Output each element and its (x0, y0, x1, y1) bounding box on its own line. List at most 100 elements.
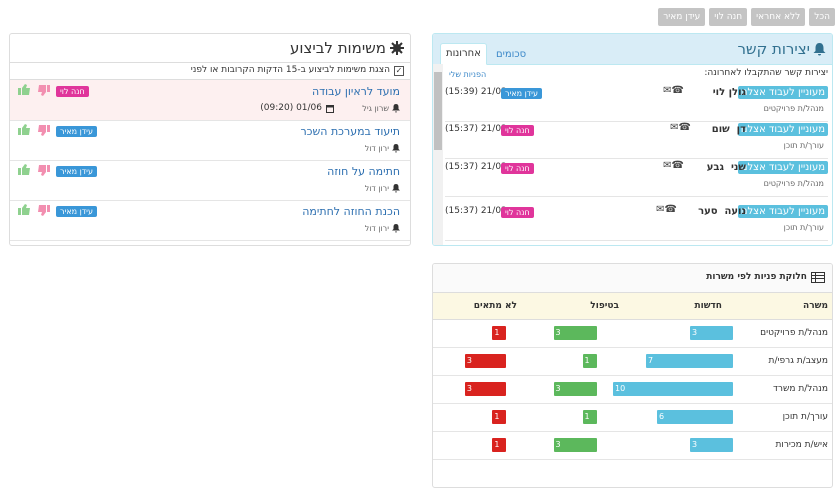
count-bar: 1 (582, 354, 597, 368)
contact-row: מעוניין לעבוד אצלנו דן שום ☎✉ עורך/ת תוכן 21… (445, 120, 828, 159)
scrollbar[interactable] (433, 64, 443, 245)
scroll-thumb[interactable] (434, 72, 442, 150)
task-person: ירון דול (364, 184, 389, 193)
task-row: מועד לראיון עבודה חנה לוי שרון גיל 01/06 (0… (10, 80, 410, 121)
thumb-icons[interactable] (17, 123, 51, 137)
row-line (433, 375, 832, 376)
task-title[interactable]: מועד לראיון עבודה (311, 85, 400, 98)
task-title[interactable]: הכנת החוזה לחתימה (302, 205, 400, 218)
thumbs (17, 163, 51, 180)
bell-icon (392, 224, 400, 233)
count-bar: 3 (553, 326, 597, 340)
bell-icon (813, 43, 826, 56)
count-bar: 7 (646, 354, 733, 368)
contact-icons: ☎✉ (663, 85, 684, 96)
owner-badge: חנה לוי (501, 163, 534, 174)
task-time: 01/06 (09:20) (260, 103, 322, 113)
job-name: מנהל/ת פרויקטים (760, 328, 828, 338)
contact-tag: מעוניין לעבוד אצלנו (737, 123, 828, 136)
owner-badge: חנה לוי (501, 125, 534, 136)
thumbs (17, 203, 51, 220)
column-header: משרה (803, 301, 828, 311)
contact-icons: ☎✉ (656, 204, 677, 215)
row-line (433, 347, 832, 348)
filter-button[interactable]: הכל (809, 8, 835, 26)
contact-tag: מעוניין לעבוד אצלנו (737, 86, 828, 99)
row-line (433, 459, 832, 460)
count-bar: 10 (613, 382, 733, 396)
contact-role: מנהל/ת פרויקטים (763, 179, 824, 188)
count-bar: 3 (464, 382, 506, 396)
count-bar: 3 (690, 438, 733, 452)
thumb-icons[interactable] (17, 163, 51, 177)
bell-icon (392, 144, 400, 155)
count-bar: 6 (657, 410, 733, 424)
owner-badge: עידן מאיר (56, 126, 97, 137)
contact-name[interactable]: שני גבע (706, 162, 746, 173)
owner-badge: עידן מאיר (56, 166, 97, 177)
calendar-icon (326, 105, 334, 113)
panel-title: יצירות קשר (737, 40, 810, 58)
task-title[interactable]: תיעוד במערכת השכר (300, 125, 400, 138)
count-bar: 3 (464, 354, 506, 368)
count-bar: 3 (553, 438, 597, 452)
thumbs (17, 83, 51, 100)
task-row: חתימה על חוזה עידן מאיר ירון דול (10, 160, 410, 201)
filter-button[interactable]: חנה לוי (709, 8, 748, 26)
panel-header: חלוקת פניות לפי משרות (433, 264, 832, 293)
contact-tag: מעוניין לעבוד אצלנו (737, 205, 828, 218)
row-line (433, 431, 832, 432)
column-header: לא מתאים (473, 301, 517, 311)
jobs-panel: חלוקת פניות לפי משרות משרה חדשות בטיפול לא … (432, 263, 833, 488)
thumbs (17, 123, 51, 140)
contact-tag: מעוניין לעבוד אצלנו (737, 161, 828, 174)
panel-title: משימות לביצוע (290, 39, 386, 57)
filter-bar: הכל ללא אחראי חנה לוי עידן מאיר (658, 8, 835, 26)
owner-badge: חנה לוי (56, 86, 89, 97)
task-person: שרון גיל (362, 104, 389, 113)
task-person: ירון דול (364, 144, 389, 153)
contacts-panel: יצירות קשר אחרונות סכומים יצירות קשר שהת… (432, 33, 833, 246)
owner-badge: חנה לוי (501, 207, 534, 218)
filter-row: ✓ הצגת משימות לביצוע ב-15 הדקות הקרובות … (10, 63, 410, 80)
bell-icon (392, 224, 400, 235)
tab[interactable]: סכומים (496, 49, 527, 60)
bell-icon (392, 104, 400, 113)
task-row: הכנת החוזה לחתימה עידן מאיר ירון דול (10, 200, 410, 241)
count-bar: 3 (690, 326, 733, 340)
contact-role: עורך/ת תוכן (783, 141, 824, 150)
owner-badge: עידן מאיר (56, 206, 97, 217)
task-person: ירון דול (364, 224, 389, 233)
checkbox[interactable]: ✓ (394, 66, 404, 76)
bell-icon (392, 144, 400, 153)
contact-row: מעוניין לעבוד אצלנו שני גבע ☎✉ מנהל/ת פרויק… (445, 158, 828, 197)
tab[interactable]: אחרונות (440, 43, 487, 65)
contact-name[interactable]: דן שום (711, 124, 746, 135)
contact-name[interactable]: נועה סער (698, 206, 746, 217)
contact-time: 21/03 (15:37) (445, 206, 507, 216)
bell-icon (392, 184, 400, 193)
thumb-icons[interactable] (17, 83, 51, 97)
job-name: מנהל/ת משרד (772, 384, 828, 394)
job-name: עורך/ת תוכן (782, 412, 828, 422)
link[interactable]: הפניות שלי (449, 70, 487, 79)
table-icon (811, 272, 825, 283)
gear-icon (390, 41, 404, 55)
contact-icons: ☎✉ (670, 122, 691, 133)
contact-row: מעוניין לעבוד אצלנו גולן לוי ☎✉ מנהל/ת פרוי… (445, 83, 828, 122)
contact-role: עורך/ת תוכן (783, 223, 824, 232)
column-header: חדשות (694, 301, 722, 311)
filter-button[interactable]: ללא אחראי (751, 8, 806, 26)
count-bar: 1 (492, 410, 506, 424)
thumb-icons[interactable] (17, 203, 51, 217)
contact-time: 21/03 (15:37) (445, 162, 507, 172)
contact-icons: ☎✉ (663, 160, 684, 171)
calendar-icon (326, 104, 334, 116)
row-line (433, 403, 832, 404)
contact-name[interactable]: גולן לוי (712, 87, 746, 98)
task-title[interactable]: חתימה על חוזה (327, 165, 400, 178)
filter-button[interactable]: עידן מאיר (658, 8, 706, 26)
panel-title: חלוקת פניות לפי משרות (706, 272, 807, 282)
